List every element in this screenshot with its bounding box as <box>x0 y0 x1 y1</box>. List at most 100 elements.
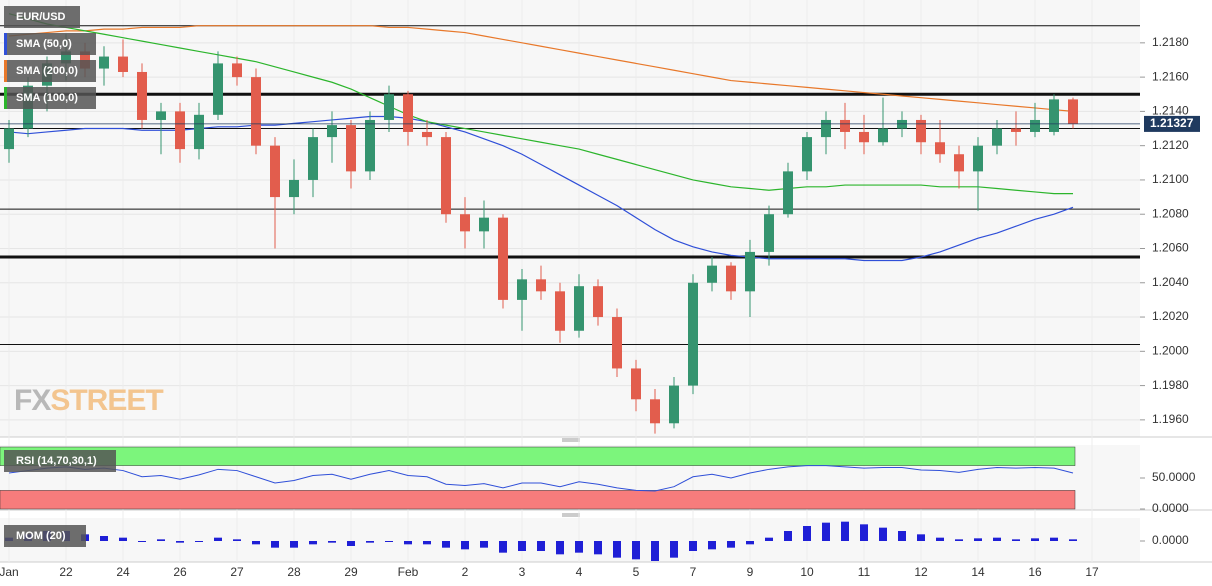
candle-body <box>783 171 793 215</box>
sma-line <box>8 115 1074 262</box>
x-tick-label: 5 <box>633 565 640 579</box>
candle-body <box>973 145 983 172</box>
legend-swatch <box>4 33 7 55</box>
mom-bar <box>138 541 146 542</box>
candle-body <box>175 111 185 150</box>
watermark-street: STREET <box>50 384 163 417</box>
candle-body <box>118 56 128 72</box>
mom-bar <box>993 537 1001 541</box>
legend-label: SMA (100,0) <box>16 92 78 104</box>
mom-bar <box>537 541 545 551</box>
last-price-label: 1.21327 <box>1150 116 1194 130</box>
mom-bar <box>708 541 716 550</box>
mom-bar <box>746 541 754 545</box>
candle-body <box>859 131 869 143</box>
y-tick-label: 0.0000 <box>1152 501 1189 515</box>
x-tick-label: 27 <box>230 565 244 579</box>
legend-title: RSI (14,70,30,1) <box>16 455 97 467</box>
mom-bar <box>974 538 982 541</box>
candle-body <box>764 214 774 252</box>
mom-bar <box>195 541 203 542</box>
mom-bar <box>955 539 963 541</box>
y-tick-label: 1.2180 <box>1152 35 1189 49</box>
candle-body <box>992 128 1002 146</box>
candle-body <box>536 279 546 292</box>
mom-bar <box>556 541 564 555</box>
mom-bar <box>1069 539 1077 541</box>
candle-body <box>593 286 603 318</box>
x-tick-label: 16 <box>1028 565 1042 579</box>
mom-bar <box>461 541 469 550</box>
mom-bar <box>898 531 906 541</box>
x-tick-label: 7 <box>690 565 697 579</box>
mom-bar <box>366 541 374 543</box>
marks: 1.21327 <box>0 13 1200 561</box>
mom-bar <box>480 541 488 548</box>
mom-bar <box>233 539 241 541</box>
candle-body <box>612 317 622 369</box>
candle-body <box>4 128 14 150</box>
mom-bar <box>290 541 298 548</box>
mom-bar <box>670 541 678 558</box>
candle-body <box>137 71 147 120</box>
mom-bar <box>423 541 431 545</box>
mom-bar <box>328 541 336 543</box>
mom-bar <box>917 534 925 541</box>
x-tick-label: 10 <box>800 565 814 579</box>
candle-body <box>308 137 318 180</box>
mom-bar <box>271 541 279 548</box>
mom-bar <box>1012 539 1020 541</box>
price-panel <box>0 0 1140 437</box>
candle-body <box>555 291 565 331</box>
y-tick-label: 1.2040 <box>1152 275 1189 289</box>
mom-bar <box>575 541 583 553</box>
overbought-zone <box>0 446 1076 466</box>
mom-bar <box>936 537 944 541</box>
candle-body <box>270 145 280 198</box>
mom-bar <box>100 536 108 541</box>
candle-body <box>707 265 717 283</box>
mom-bar <box>176 541 184 543</box>
candle-body <box>460 214 470 232</box>
candle-body <box>1030 119 1040 132</box>
y-tick-label: 1.2060 <box>1152 241 1189 255</box>
y-tick-label: 1.2140 <box>1152 104 1189 118</box>
grip <box>562 438 580 517</box>
watermark: FXSTREET <box>14 384 163 417</box>
candle-body <box>1011 128 1021 132</box>
mom-bar <box>594 541 602 555</box>
legend: EUR/USD SMA (50,0) SMA (200,0) SMA (100,0) R… <box>4 6 116 547</box>
candle-body <box>935 142 945 155</box>
candle-body <box>688 282 698 386</box>
x-tick-label: 9 <box>747 565 754 579</box>
x-tick-label: 24 <box>116 565 130 579</box>
mom-bar <box>499 541 507 553</box>
x-tick-label: 22 <box>59 565 73 579</box>
y-tick-label: 50.0000 <box>1152 470 1196 484</box>
y-tick-label: 0.0000 <box>1152 533 1189 547</box>
x-tick-label: Feb <box>398 565 419 579</box>
mom-bar <box>442 541 450 548</box>
candle-body <box>954 154 964 172</box>
y-tick-label: 1.2000 <box>1152 343 1189 357</box>
mom-bar <box>632 541 640 560</box>
mom-bar <box>1031 538 1039 541</box>
candle-body <box>99 56 109 69</box>
candle-body <box>327 125 337 138</box>
candle-body <box>650 399 660 424</box>
candle-body <box>726 265 736 292</box>
candle-body <box>574 286 584 331</box>
mom-panel <box>0 518 1140 562</box>
candle-body <box>916 119 926 143</box>
y-tick-label: 1.1960 <box>1152 412 1189 426</box>
candle-body <box>61 51 71 64</box>
candle-body <box>213 63 223 115</box>
mom-bar <box>822 522 830 541</box>
mom-bar <box>1050 537 1058 541</box>
x-tick-label: 26 <box>173 565 187 579</box>
x-tick-label: 3 <box>519 565 526 579</box>
y-tick-label: 1.2120 <box>1152 138 1189 152</box>
candle-body <box>156 111 166 120</box>
x-tick-label: 17 <box>1085 565 1099 579</box>
